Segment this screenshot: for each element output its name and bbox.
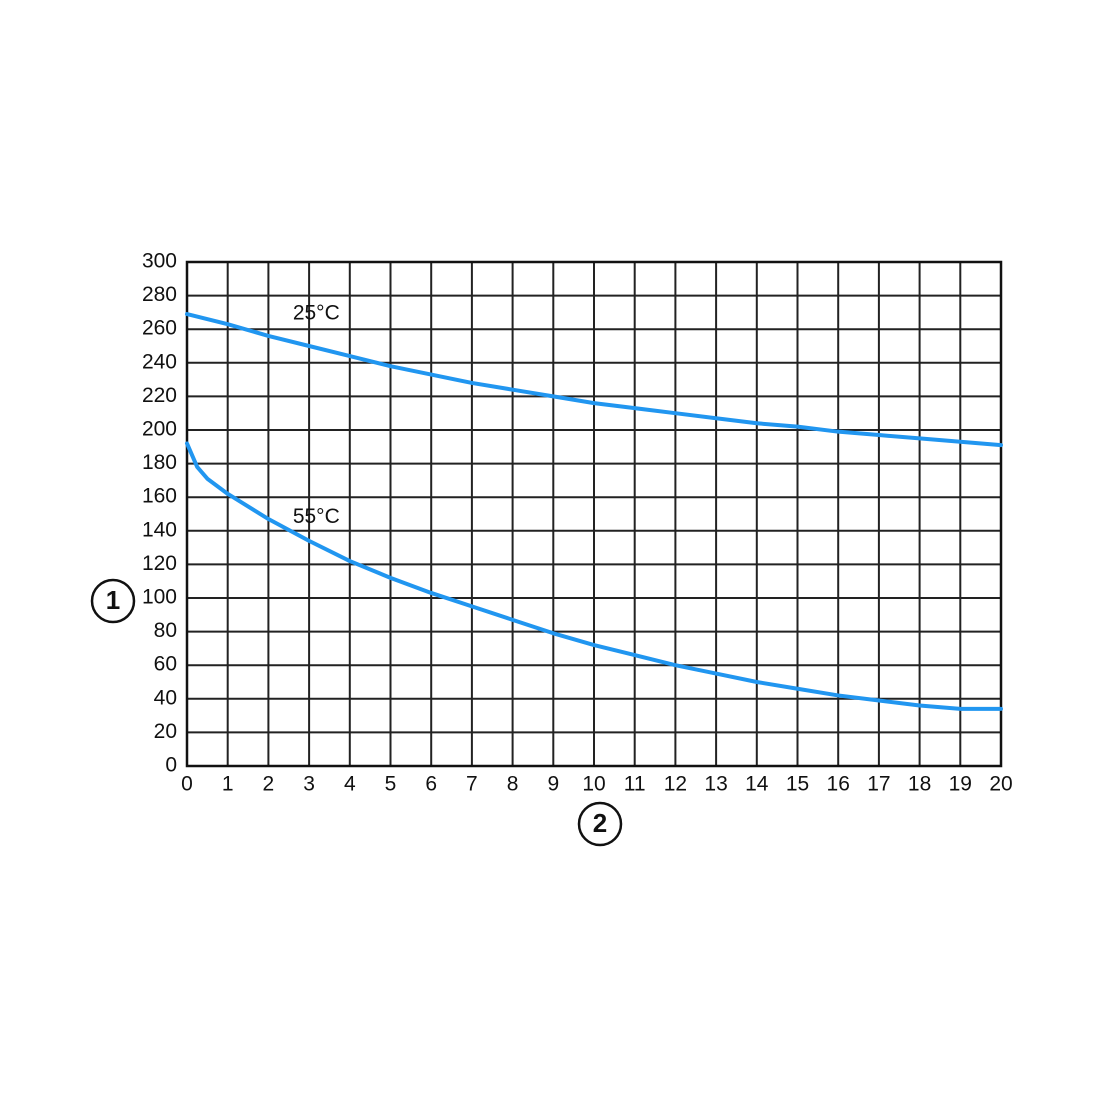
- y-tick-label: 180: [142, 451, 177, 474]
- series-label: 25°C: [293, 302, 340, 325]
- x-axis-label: 2: [593, 808, 607, 838]
- series-line: [185, 312, 1003, 448]
- x-tick-label: 7: [466, 773, 478, 796]
- x-tick-label: 18: [908, 773, 931, 796]
- x-tick-label: 15: [786, 773, 809, 796]
- y-tick-label: 300: [142, 250, 177, 273]
- x-tick-label: 16: [827, 773, 850, 796]
- y-tick-label: 0: [165, 754, 177, 777]
- x-tick-label: 11: [624, 773, 646, 796]
- plot-border: [185, 260, 1003, 768]
- y-tick-label: 120: [142, 552, 177, 575]
- series-label: 55°C: [293, 505, 340, 528]
- x-tick-label: 19: [949, 773, 972, 796]
- axis-label-circle: [90, 578, 136, 624]
- x-tick-label: 4: [344, 773, 356, 796]
- x-tick-label: 1: [222, 773, 234, 796]
- x-tick-label: 3: [303, 773, 315, 796]
- y-tick-label: 240: [142, 350, 177, 373]
- x-tick-label: 0: [181, 773, 193, 796]
- x-tick-label: 20: [989, 773, 1012, 796]
- x-tick-label: 8: [507, 773, 519, 796]
- x-tick-label: 5: [385, 773, 397, 796]
- y-tick-label: 280: [142, 283, 177, 306]
- x-tick-label: 6: [425, 773, 437, 796]
- series-line: [185, 441, 1003, 711]
- y-tick-label: 200: [142, 418, 177, 441]
- y-tick-label: 80: [154, 619, 177, 642]
- y-axis-label: 1: [106, 585, 120, 615]
- y-tick-label: 40: [154, 686, 177, 709]
- y-tick-label: 260: [142, 317, 177, 340]
- x-tick-label: 9: [547, 773, 559, 796]
- y-tick-label: 220: [142, 384, 177, 407]
- x-tick-label: 17: [867, 773, 890, 796]
- y-tick-label: 140: [142, 518, 177, 541]
- y-tick-label: 20: [154, 720, 177, 743]
- x-tick-label: 13: [704, 773, 727, 796]
- y-tick-label: 100: [142, 586, 177, 609]
- y-tick-label: 60: [154, 653, 177, 676]
- axis-label-circle: [577, 801, 623, 847]
- x-tick-label: 12: [664, 773, 687, 796]
- x-tick-label: 2: [263, 773, 275, 796]
- y-tick-label: 160: [142, 485, 177, 508]
- x-tick-label: 14: [745, 773, 769, 796]
- x-tick-label: 10: [582, 773, 605, 796]
